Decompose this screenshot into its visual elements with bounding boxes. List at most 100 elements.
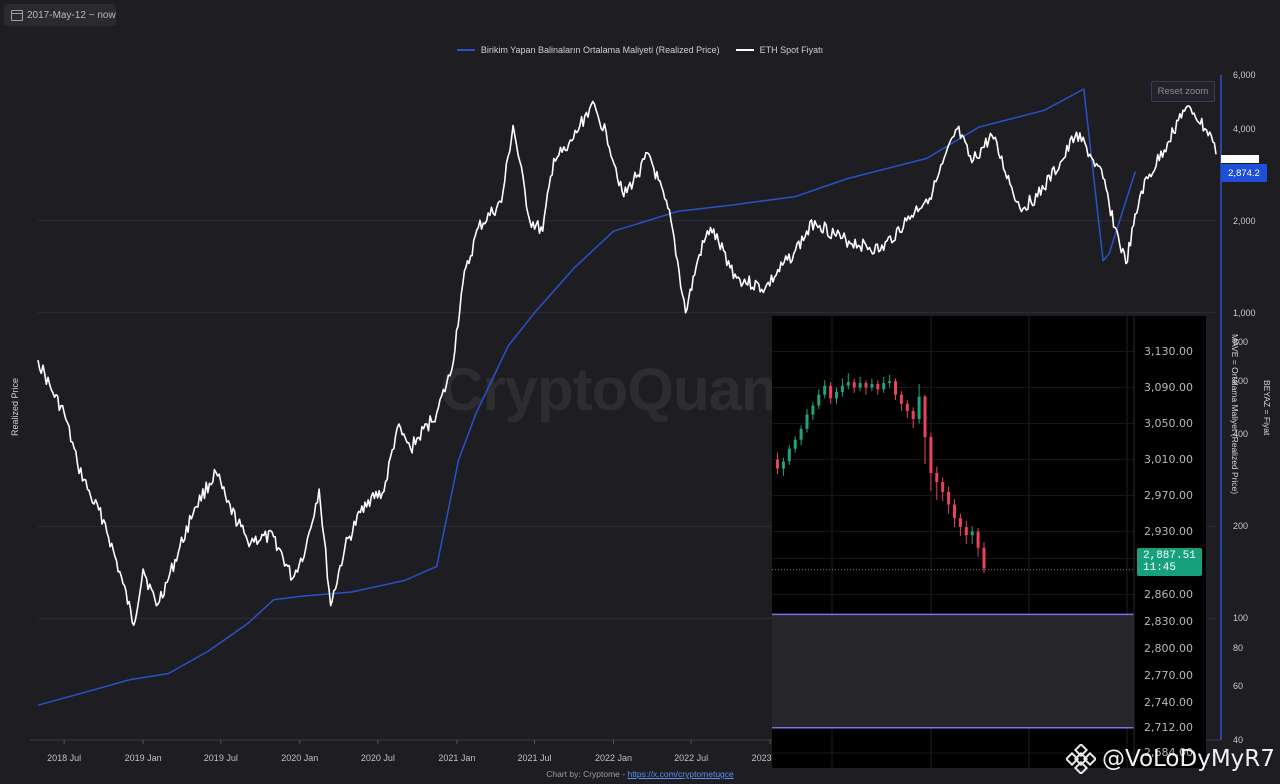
y-tick-label: 2,000 bbox=[1233, 215, 1256, 226]
candle bbox=[964, 520, 968, 545]
y-tick-label: 60 bbox=[1233, 681, 1244, 692]
legend-swatch-spot bbox=[735, 49, 754, 51]
realized-last-value-tag: 2,874.2 bbox=[1221, 164, 1267, 182]
inset-price-tick: 2,712.00 bbox=[1144, 720, 1193, 734]
candle bbox=[858, 376, 862, 392]
candle bbox=[864, 380, 868, 395]
x-tick-label: 2019 Jan bbox=[125, 753, 162, 763]
inset-price-tick: 3,090.00 bbox=[1144, 380, 1193, 394]
inset-price-tick: 2,684.00 bbox=[1144, 746, 1193, 759]
inset-price-tick: 2,800.00 bbox=[1144, 641, 1193, 655]
candle bbox=[976, 527, 980, 557]
candle bbox=[958, 513, 962, 537]
candle bbox=[894, 378, 897, 401]
candlestick-inset bbox=[772, 316, 1206, 768]
candle bbox=[846, 373, 850, 390]
x-tick-label: 2021 Jan bbox=[438, 753, 475, 763]
candle bbox=[905, 400, 909, 419]
binance-logo-icon bbox=[1066, 744, 1096, 774]
candle bbox=[793, 436, 797, 453]
x-tick-label: 2022 Jan bbox=[595, 753, 632, 763]
y-tick-label: 400 bbox=[1233, 429, 1249, 440]
current-price: 2,887.51 bbox=[1143, 550, 1196, 562]
credit-prefix: Chart by: Cryptome - bbox=[546, 769, 628, 779]
candle bbox=[840, 378, 844, 397]
range-band bbox=[772, 614, 1134, 728]
candle bbox=[888, 374, 892, 388]
inset-price-tick: 2,830.00 bbox=[1144, 614, 1193, 628]
right-axis-label-mave: MAVE = Ortalama Maliyet (Realized Price) bbox=[1230, 334, 1240, 495]
candle bbox=[917, 383, 921, 424]
candle bbox=[811, 401, 815, 420]
x-tick-label: 2020 Jul bbox=[361, 753, 395, 763]
x-tick-label: 2021 Jul bbox=[518, 753, 552, 763]
x-tick-label: 2018 Jul bbox=[47, 753, 81, 763]
reset-zoom-button[interactable]: Reset zoom bbox=[1151, 81, 1215, 102]
candle bbox=[805, 409, 809, 433]
candle bbox=[982, 542, 986, 573]
legend-item-realized[interactable]: Birikim Yapan Balinaların Ortalama Maliy… bbox=[456, 43, 720, 57]
realized-price-line bbox=[37, 88, 1137, 706]
date-range-label: 2017-May-12 ~ now bbox=[27, 9, 116, 21]
current-price-tag: 2,887.51 11:45 bbox=[1137, 548, 1202, 576]
right-axis-label-beyaz: BEYAZ = Fiyat bbox=[1262, 380, 1272, 436]
inset-price-tick: 2,740.00 bbox=[1144, 695, 1193, 709]
legend-item-spot[interactable]: ETH Spot Fiyatı bbox=[735, 43, 824, 57]
y-tick-label: 1,000 bbox=[1233, 307, 1256, 318]
candle bbox=[899, 391, 903, 411]
candle bbox=[799, 425, 803, 446]
chart-credit: Chart by: Cryptome - https://x.com/crypt… bbox=[0, 769, 1280, 779]
inset-price-tick: 3,050.00 bbox=[1144, 416, 1193, 430]
candle bbox=[947, 486, 951, 514]
candle bbox=[852, 378, 856, 393]
inset-price-tick: 2,860.00 bbox=[1144, 587, 1193, 601]
x-tick-label: 2022 Jul bbox=[674, 753, 708, 763]
legend-swatch-realized bbox=[456, 49, 475, 51]
inset-price-tick: 2,930.00 bbox=[1144, 524, 1193, 538]
candle bbox=[870, 378, 874, 392]
inset-chart bbox=[772, 316, 1135, 768]
spot-price-line bbox=[37, 100, 1217, 626]
inset-price-tick: 3,010.00 bbox=[1144, 452, 1193, 466]
watermark-logo: CryptoQuant bbox=[440, 356, 797, 423]
candle bbox=[911, 407, 915, 429]
candle bbox=[941, 477, 945, 501]
x-tick-label: 2019 Jul bbox=[204, 753, 238, 763]
y-tick-label: 4,000 bbox=[1233, 123, 1256, 134]
candle bbox=[776, 452, 779, 474]
y-tick-label: 200 bbox=[1233, 521, 1249, 532]
candle bbox=[781, 457, 785, 476]
candle bbox=[876, 380, 880, 395]
y-axis-label: Realized Price bbox=[10, 377, 21, 437]
candle bbox=[935, 466, 939, 501]
candle bbox=[970, 526, 974, 545]
x-tick-label: 2023 Jan bbox=[752, 753, 789, 763]
x-tick-label: 2020 Jan bbox=[281, 753, 318, 763]
y-tick-label: 600 bbox=[1233, 375, 1249, 386]
inset-price-tick: 2,770.00 bbox=[1144, 668, 1193, 682]
candle bbox=[823, 380, 827, 399]
signature-text: @VoLoDyMyR7 bbox=[1102, 746, 1275, 772]
credit-link[interactable]: https://x.com/cryptometugce bbox=[627, 769, 734, 779]
candle bbox=[817, 389, 821, 410]
candle bbox=[787, 445, 791, 465]
y-tick-label: 6,000 bbox=[1233, 70, 1256, 80]
y-tick-label: 40 bbox=[1233, 735, 1244, 745]
candle bbox=[835, 387, 838, 404]
legend: Birikim Yapan Balinaların Ortalama Maliy… bbox=[0, 43, 1280, 57]
y-tick-label: 80 bbox=[1233, 643, 1244, 653]
date-range-selector[interactable]: 2017-May-12 ~ now bbox=[4, 4, 116, 26]
candle bbox=[923, 394, 927, 465]
candle bbox=[882, 376, 886, 393]
legend-label-spot: ETH Spot Fiyatı bbox=[759, 45, 824, 55]
y-tick-label: 100 bbox=[1233, 613, 1249, 624]
candle bbox=[829, 382, 833, 404]
calendar-icon bbox=[11, 9, 23, 21]
legend-label-realized: Birikim Yapan Balinaların Ortalama Maliy… bbox=[480, 45, 720, 55]
y-tick-label: 800 bbox=[1233, 337, 1249, 348]
candle bbox=[953, 499, 956, 528]
spot-price-marker bbox=[1221, 155, 1259, 163]
inset-price-tick: 3,130.00 bbox=[1144, 344, 1193, 358]
inset-price-tick: 2,970.00 bbox=[1144, 488, 1193, 502]
candle bbox=[929, 432, 933, 492]
